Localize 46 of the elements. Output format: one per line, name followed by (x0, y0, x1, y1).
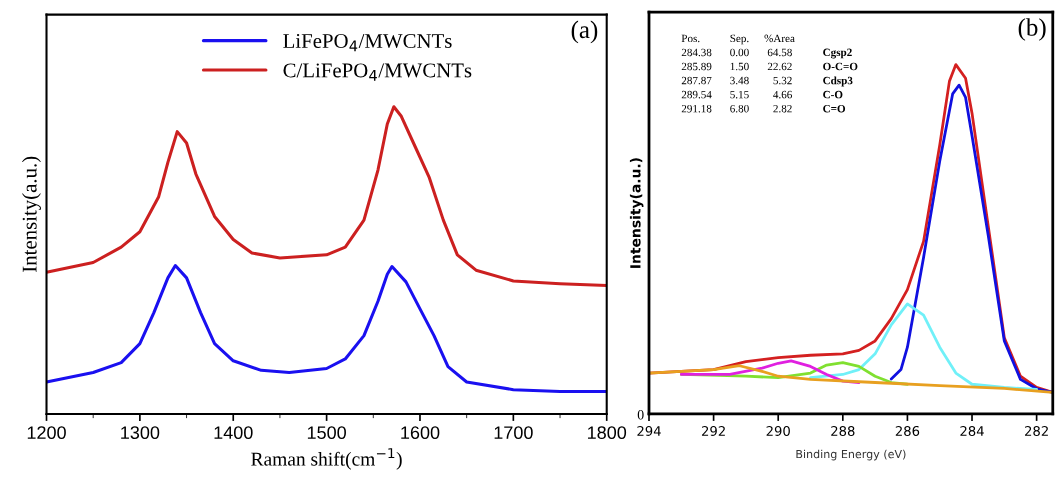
text: %Area (764, 34, 795, 43)
legend-label: LiFePO$_{4}$/MWCNTs (283, 33, 452, 52)
x-tick-label: 1800 (588, 426, 627, 440)
x-tick-label: 294 (637, 425, 661, 436)
legend-label: C/LiFePO$_{4}$/MWCNTs (283, 63, 472, 81)
text: Cgsp2 (823, 48, 852, 59)
text: 0 (637, 410, 644, 420)
x-tick-label: 1600 (401, 426, 440, 440)
text: Sep. (730, 34, 749, 45)
annotation: O-C=O (823, 62, 858, 71)
x-tick-label: 288 (831, 425, 855, 436)
text: (a) (571, 20, 598, 44)
text: 0.00 (730, 48, 749, 57)
annotation: C-O (823, 90, 843, 99)
x-tick-label: 1200 (27, 426, 66, 440)
annotation: 287.87 (681, 76, 712, 85)
annotation: 6.80 (730, 104, 749, 113)
annotation: 285.89 (681, 62, 712, 71)
text: (b) (1018, 18, 1046, 41)
text: 284.38 (681, 48, 712, 57)
text: Pos. (681, 34, 700, 43)
x-tick-label: 292 (701, 425, 725, 436)
x-tick-label: 1700 (494, 426, 533, 440)
annotation: 2.82 (773, 104, 792, 113)
y-axis-title: Intensity(a.u.) (629, 158, 644, 268)
x-tick-label: 1300 (121, 426, 160, 440)
x-tick-label: 286 (895, 425, 920, 436)
text: 64.58 (767, 48, 792, 57)
annotation: Cdsp3 (823, 76, 853, 87)
annotation: 22.62 (767, 62, 792, 71)
x-axis-title: Binding Energy (eV) (796, 449, 906, 461)
annotation: 5.32 (773, 76, 792, 85)
annotation: 5.15 (730, 90, 749, 99)
annotation: 291.18 (681, 104, 712, 113)
x-tick-label: 284 (960, 425, 984, 436)
x-tick-label: 1400 (214, 426, 253, 440)
y-axis-title: Intensity(a.u.) (22, 156, 41, 272)
x-tick-label: 290 (766, 425, 790, 436)
x-tick-label: 1500 (307, 426, 346, 440)
annotation: 3.48 (730, 76, 749, 85)
annotation: 4.66 (773, 90, 793, 99)
annotation: 1.50 (730, 62, 749, 71)
x-tick-label: 282 (1025, 425, 1048, 436)
x-axis-title: Raman shift(cm$^{−1}$) (251, 448, 402, 470)
annotation: C=O (823, 104, 846, 113)
annotation: 289.54 (681, 90, 712, 99)
